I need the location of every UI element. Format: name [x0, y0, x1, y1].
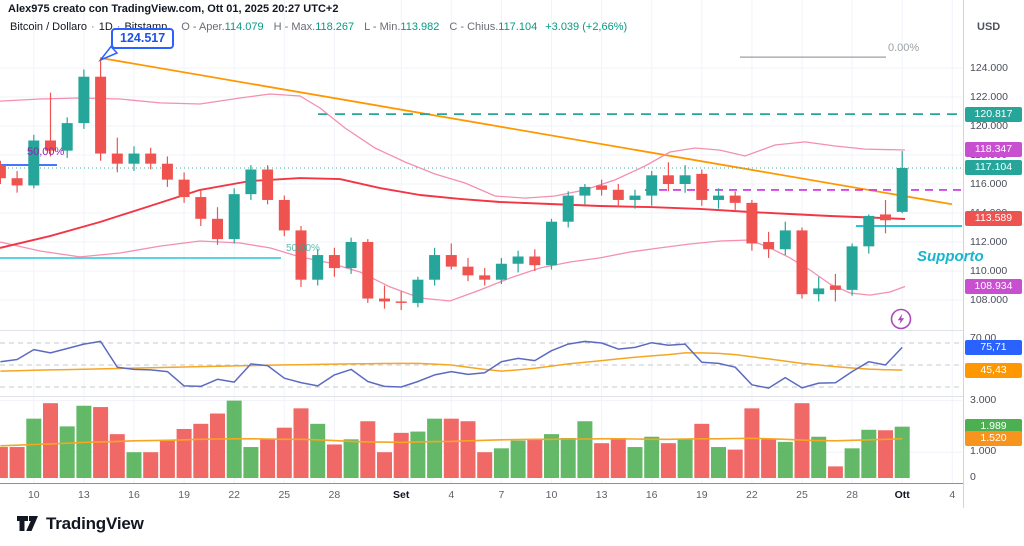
high-label: H - Max. [273, 21, 316, 33]
pane-tick: 3.000 [970, 393, 997, 406]
price-tick: 116.000 [970, 177, 1008, 190]
lightning-button[interactable] [889, 307, 913, 331]
date-tick: 13 [595, 489, 608, 501]
date-tick: 22 [746, 489, 758, 501]
date-tick: 28 [328, 489, 341, 501]
fib-fifty-teal-label: 50,00% [286, 243, 320, 254]
interval-label[interactable]: 1D [98, 21, 113, 33]
date-tick: 19 [178, 489, 190, 501]
axis-badge: 117.104 [965, 160, 1022, 176]
volume-series[interactable] [0, 400, 910, 478]
date-axis[interactable]: 10 13 16 19 22 25 28 Set 4 7 10 13 16 19 22 25 28 Ott 4 [0, 484, 963, 508]
date-tick: Set [393, 489, 410, 501]
axis-badge: 120.817 [965, 106, 1022, 122]
high-value: 118.267 [315, 21, 355, 33]
axis-badge: 113.589 [965, 211, 1022, 227]
close-value: 117.104 [498, 21, 538, 33]
pane-tick: 0 [970, 470, 976, 483]
pane-separators [0, 330, 1024, 508]
price-axis[interactable]: USD 124.000122.000120.000118.000116.0001… [963, 0, 1024, 508]
price-tick: 122.000 [970, 90, 1008, 103]
date-tick: 7 [498, 489, 505, 501]
pane-tick: 1.000 [970, 444, 997, 457]
price-tick: 110.000 [970, 264, 1008, 277]
drawing-objects[interactable] [0, 45, 962, 259]
close-label: C - Chius. [449, 21, 499, 33]
date-tick: 16 [128, 489, 140, 501]
support-label: Supporto [917, 248, 984, 265]
axis-badge: 75,71 [965, 339, 1022, 355]
axis-badge: 1.989 [965, 418, 1022, 434]
fib-fifty-label: 50,00% [27, 146, 65, 158]
logo-text: TradingView [46, 513, 144, 533]
date-tick: 28 [846, 489, 858, 501]
date-tick: 25 [796, 489, 808, 501]
price-indicators [0, 93, 906, 302]
price-tick: 112.000 [970, 235, 1008, 248]
price-callout[interactable]: 124.517 [111, 28, 175, 49]
attribution-line: Alex975 creato con TradingView.com, Ott … [8, 3, 339, 15]
date-tick: 10 [545, 489, 558, 501]
low-value: 113.982 [400, 21, 440, 33]
legend: Bitcoin / Dollaro · 1D · Bitstamp O - Aper.11… [10, 21, 627, 33]
change-value: +3.039 (+2,66%) [545, 21, 628, 33]
open-value: 114.079 [224, 21, 264, 33]
date-tick: 4 [949, 489, 956, 501]
date-tick: 19 [695, 489, 708, 501]
currency-label: USD [977, 21, 1001, 33]
price-tick: 124.000 [970, 61, 1008, 74]
gridlines [0, 0, 962, 483]
fib-zero-label: 0.00% [888, 42, 920, 54]
price-tick: 108.000 [970, 293, 1008, 306]
tradingview-mark-icon [17, 516, 38, 531]
date-tick: 4 [448, 489, 455, 501]
price-tick: 120.000 [970, 119, 1008, 132]
tradingview-logo[interactable]: TradingView [16, 512, 144, 535]
axis-badge: 45,43 [965, 362, 1022, 378]
date-tick: Ott [894, 489, 910, 501]
date-tick: 13 [78, 489, 90, 501]
open-label: O - Aper. [181, 21, 225, 33]
date-tick: 22 [228, 489, 241, 501]
lightning-icon [890, 308, 912, 330]
symbol-title[interactable]: Bitcoin / Dollaro [10, 21, 88, 33]
date-tick: 16 [645, 489, 658, 501]
axis-badge: 108.934 [965, 278, 1022, 294]
axis-badge: 1.520 [965, 430, 1022, 446]
date-tick: 10 [27, 489, 40, 501]
date-tick: 25 [278, 489, 291, 501]
legend-separator: · [116, 21, 121, 33]
rsi-pane[interactable] [0, 340, 903, 389]
legend-separator: · [91, 21, 95, 33]
candlestick-series[interactable] [0, 60, 908, 311]
volume-ma-line [0, 437, 903, 447]
axis-badge: 118.347 [965, 142, 1022, 158]
low-label: L - Min. [364, 21, 401, 33]
